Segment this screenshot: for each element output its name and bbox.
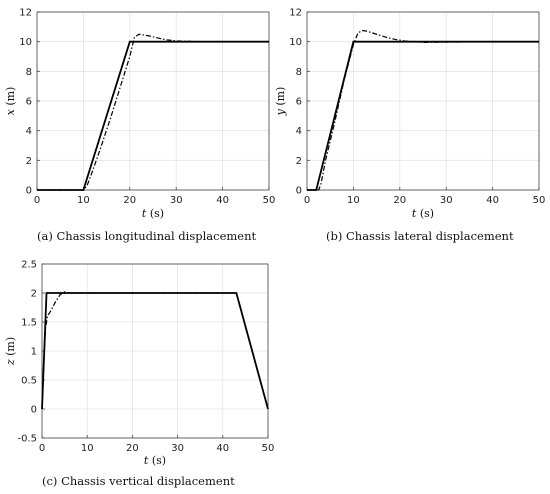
reference-trajectory-line: [37, 40, 269, 191]
x-tick-label: 50: [263, 195, 276, 206]
x-axis-unit: (s): [148, 454, 166, 467]
y-tick-label: 8: [26, 67, 32, 78]
x-tick-label: 20: [126, 443, 139, 454]
y-tick-label: 0: [26, 186, 32, 197]
reference-trajectory-line: [307, 40, 539, 191]
y-tick-label: 2.5: [21, 260, 37, 271]
y-tick-label: 6: [26, 97, 32, 108]
y-tick-label: -0.5: [17, 434, 37, 445]
x-tick-label: 10: [347, 195, 360, 206]
y-tick-label: 2: [296, 156, 302, 167]
x-tick-label: 40: [486, 195, 499, 206]
y-tick-label: 2: [26, 156, 32, 167]
y-tick-label: 0.5: [21, 376, 37, 387]
y-tick-label: 4: [296, 126, 302, 137]
y-tick-label: 1: [31, 347, 37, 358]
actual-trajectory-line: [307, 29, 539, 191]
actual-trajectory-line: [41, 291, 269, 410]
x-tick-label: 30: [440, 195, 453, 206]
x-tick-label: 20: [123, 195, 136, 206]
y-tick-label: 12: [19, 8, 32, 19]
x-tick-label: 0: [34, 195, 40, 206]
y-tick-label: 0: [31, 405, 37, 416]
x-tick-label: 50: [262, 443, 275, 454]
x-tick-label: 30: [171, 443, 184, 454]
y-axis-unit: (m): [4, 337, 17, 360]
subfigure-caption: (a) Chassis longitudinal displacement: [37, 229, 256, 243]
y-axis-label: x (m): [4, 87, 17, 116]
x-tick-label: 30: [170, 195, 183, 206]
x-tick-label: 10: [81, 443, 94, 454]
y-tick-label: 8: [296, 67, 302, 78]
x-tick-label: 40: [216, 195, 229, 206]
y-tick-label: 12: [289, 8, 302, 19]
y-tick-label: 1.5: [21, 318, 37, 329]
x-axis-variable: t: [144, 454, 149, 467]
x-axis-label: t (s): [142, 207, 164, 220]
y-axis-label: z (m): [4, 337, 17, 366]
y-axis-label: y (m): [274, 87, 287, 117]
x-tick-label: 50: [533, 195, 546, 206]
y-tick-label: 10: [19, 37, 32, 48]
y-axis-unit: (m): [4, 87, 17, 110]
x-axis-label: t (s): [144, 454, 166, 467]
y-axis-variable: x: [4, 108, 17, 115]
y-tick-label: 0: [296, 186, 302, 197]
subfigure-caption: (b) Chassis lateral displacement: [326, 229, 514, 243]
x-axis-variable: t: [142, 207, 147, 220]
chart-vertical: 0 10 20 30 40 50-0.500.511.522.5t (s)z (m)(c)…: [4, 260, 274, 489]
y-tick-label: 4: [26, 126, 32, 137]
y-tick-label: 2: [31, 289, 37, 300]
y-axis-variable: z: [4, 359, 17, 366]
chart-lateral: 0 10 20 30 40 50 0 2 4 6 8 10 12 t (s) y (m) (b) Chassi…: [274, 8, 545, 244]
y-axis-variable: y: [274, 108, 287, 116]
x-tick-label: 0: [304, 195, 310, 206]
y-axis-unit: (m): [274, 87, 287, 110]
chart-longitudinal: 0 10 20 30 40 50 0 2 4 6 8 10 12 t (s) x (m) (a) Chassi…: [4, 8, 275, 244]
subfigure-caption: (c) Chassis vertical displacement: [42, 474, 235, 488]
x-axis-variable: t: [412, 207, 417, 220]
x-axis-label: t (s): [412, 207, 434, 220]
actual-trajectory-line: [37, 33, 269, 191]
x-axis-unit: (s): [146, 207, 164, 220]
x-tick-label: 40: [216, 443, 229, 454]
x-tick-label: 0: [39, 443, 45, 454]
y-tick-label: 10: [289, 37, 302, 48]
x-axis-unit: (s): [416, 207, 434, 220]
y-tick-label: 6: [296, 97, 302, 108]
x-tick-label: 10: [77, 195, 90, 206]
x-tick-label: 20: [393, 195, 406, 206]
